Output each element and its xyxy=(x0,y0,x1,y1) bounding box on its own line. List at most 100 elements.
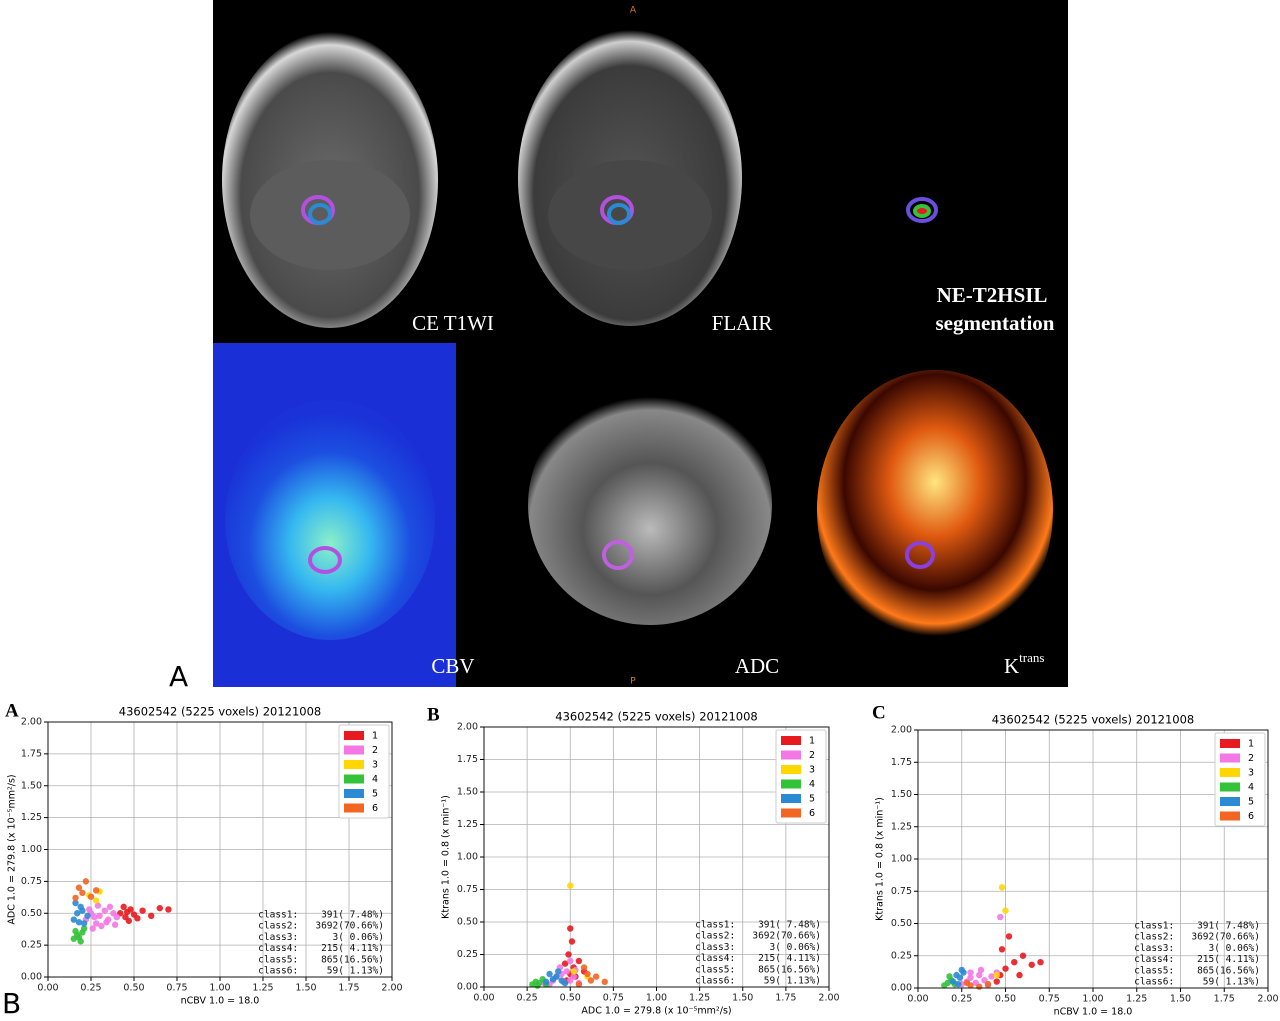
scatter-point xyxy=(587,977,595,984)
y-tick-label: 0.25 xyxy=(457,949,478,960)
legend-label: 5 xyxy=(809,794,815,805)
class-stat: class2: 3692(70.66%) xyxy=(258,921,384,932)
y-tick-label: 0.50 xyxy=(21,908,42,919)
scatter-point xyxy=(567,925,574,932)
x-tick-label: 1.25 xyxy=(252,983,273,994)
scatter-point xyxy=(156,904,163,912)
y-tick-label: 2.00 xyxy=(891,725,912,736)
image-label: FLAIR xyxy=(712,311,773,335)
x-tick-label: 1.25 xyxy=(689,993,710,1004)
legend-label: 6 xyxy=(1248,811,1254,822)
scatter-point xyxy=(988,973,995,980)
y-tick-label: 1.00 xyxy=(457,852,478,863)
x-axis-label: ADC 1.0 = 279.8 (x 10⁻⁵mm²/s) xyxy=(581,1006,731,1017)
scatter-point xyxy=(567,957,574,965)
y-tick-label: 0.75 xyxy=(21,876,42,887)
image-label: CBV xyxy=(431,654,474,678)
orientation-label: A xyxy=(630,6,637,16)
legend-swatch xyxy=(344,731,364,740)
chart-title: 43602542 (5225 voxels) 20121008 xyxy=(992,713,1194,727)
scatter-point xyxy=(993,978,1000,985)
y-tick-label: 0.50 xyxy=(457,917,478,928)
scatter-point xyxy=(946,973,953,980)
scatter-point xyxy=(72,927,79,935)
legend-swatch xyxy=(344,803,364,813)
x-tick-label: 0.50 xyxy=(995,994,1016,1005)
scatter-point xyxy=(998,946,1006,953)
x-tick-label: 1.50 xyxy=(1170,994,1191,1005)
scatter-point xyxy=(92,887,100,894)
image-label: CE T1WI xyxy=(412,311,494,335)
scatter-point xyxy=(120,903,127,911)
scatter-point xyxy=(80,925,88,932)
legend-label: 2 xyxy=(1248,753,1254,764)
class-stat: class5: 865(16.56%) xyxy=(1134,965,1260,976)
lesion-outline xyxy=(905,541,935,569)
y-tick-label: 1.00 xyxy=(21,844,42,855)
class-stat: class4: 215( 4.11%) xyxy=(1134,954,1260,965)
scatter-chart: 0.00 0.25 0.50 0.75 1.00 1.25 1.50 1.75 2.00 0.00… xyxy=(427,704,840,1016)
y-tick-label: 1.75 xyxy=(21,748,42,759)
plot-frame xyxy=(917,729,1269,989)
x-tick-label: 1.00 xyxy=(646,993,667,1004)
lesion-outline xyxy=(906,197,938,223)
scatter-point xyxy=(75,934,83,941)
y-axis-label: Ktrans 1.0 = 0.8 (x min⁻¹) xyxy=(875,797,886,921)
legend-label: 4 xyxy=(809,779,815,790)
scatter-point xyxy=(993,971,1000,979)
scatter-point xyxy=(984,980,992,988)
scatter-point xyxy=(567,882,574,889)
legend-swatch xyxy=(1220,739,1240,748)
scatter-point xyxy=(568,938,576,945)
class-stat: class5: 865(16.56%) xyxy=(695,964,821,975)
legend-swatch xyxy=(344,774,364,784)
chart-letter: C xyxy=(872,702,886,723)
class-stat: class6: 59( 1.13%) xyxy=(695,976,821,987)
scatter-point xyxy=(74,910,81,917)
y-tick-label: 0.00 xyxy=(891,983,912,994)
legend-label: 4 xyxy=(372,774,378,785)
scatter-point xyxy=(949,978,957,985)
x-tick-label: 2.00 xyxy=(1257,994,1278,1005)
scatter-point xyxy=(91,913,98,921)
scatter-point xyxy=(584,970,591,978)
class-stat: class2: 3692(70.66%) xyxy=(1134,932,1260,943)
brain-cbv xyxy=(225,400,435,640)
scatter-point xyxy=(561,979,569,987)
plot-frame xyxy=(483,726,830,988)
legend-label: 3 xyxy=(809,765,815,776)
scatter-point xyxy=(72,894,79,902)
scatter-point xyxy=(79,907,86,914)
y-tick-label: 1.00 xyxy=(891,854,912,865)
scatter-point xyxy=(94,902,102,909)
scatter-point xyxy=(1016,971,1023,979)
class-stat: class4: 215( 4.11%) xyxy=(258,943,384,954)
x-tick-label: 0.00 xyxy=(473,993,494,1004)
legend-swatch xyxy=(344,745,364,755)
scatter-point xyxy=(967,969,974,976)
scatter-point xyxy=(106,903,114,911)
scatter-point xyxy=(82,878,90,885)
scatter-point xyxy=(1019,952,1027,959)
legend-label: 3 xyxy=(1248,768,1254,779)
class-stat: class2: 3692(70.66%) xyxy=(695,931,821,942)
image-label: Ktrans xyxy=(1004,650,1044,678)
scatter-point xyxy=(103,918,110,926)
scatter-point xyxy=(997,913,1004,921)
scatter-point xyxy=(89,925,96,932)
y-tick-label: 0.25 xyxy=(891,950,912,961)
scatter-point xyxy=(113,913,121,921)
image-label-main: K xyxy=(1004,654,1019,678)
scatter-point xyxy=(70,916,78,923)
class-stat: class1: 391( 7.48%) xyxy=(258,910,384,921)
scatter-point xyxy=(84,912,91,919)
class-stat: class3: 3( 0.06%) xyxy=(1134,943,1260,954)
x-tick-label: 0.50 xyxy=(123,983,144,994)
panel-label: A xyxy=(169,660,188,693)
scatter-point xyxy=(977,966,985,974)
legend-swatch xyxy=(1220,782,1240,792)
legend-swatch xyxy=(1220,768,1240,777)
chart-letter: A xyxy=(5,700,19,721)
lesion-outline xyxy=(308,203,332,225)
